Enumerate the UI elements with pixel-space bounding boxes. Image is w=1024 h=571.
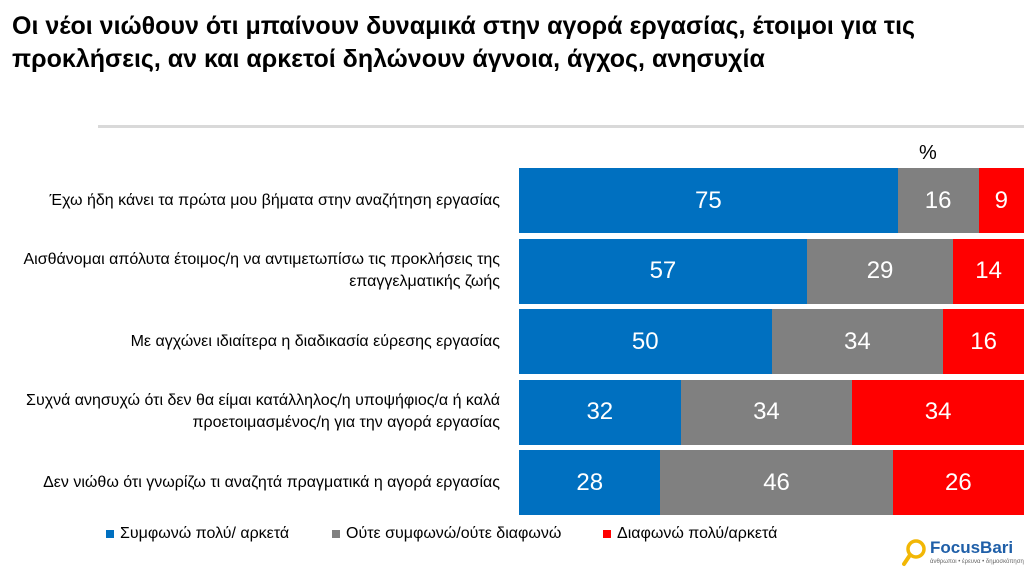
data-label-disagree: 16 [970, 327, 997, 355]
data-label-neutral: 16 [924, 186, 952, 214]
bar-segment-agree [519, 379, 681, 445]
data-label-agree: 50 [631, 327, 659, 355]
legend-label-disagree: Διαφωνώ πολύ/αρκετά [617, 525, 778, 542]
category-label: Έχω ήδη κάνει τα πρώτα μου βήματα στην α… [49, 191, 500, 209]
title-divider [98, 125, 1024, 128]
data-label-agree: 57 [649, 257, 677, 284]
legend-item-disagree: Διαφωνώ πολύ/αρκετά [603, 519, 777, 549]
data-label-agree: 28 [576, 468, 604, 496]
data-label-neutral: 29 [866, 257, 894, 284]
legend-swatch-agree [106, 530, 114, 538]
bar-segment-neutral [771, 309, 944, 374]
unit-label: % [919, 142, 937, 164]
data-label-neutral: 34 [753, 398, 780, 425]
chart-title: Οι νέοι νιώθουν ότι μπαίνουν δυναμικά στ… [12, 12, 916, 73]
bar-segment-agree [519, 450, 661, 515]
data-label-disagree: 9 [994, 186, 1008, 214]
bar-segment-neutral [806, 238, 954, 304]
logo-name: FocusBari [930, 538, 1014, 557]
legend-item-agree: Συμφωνώ πολύ/ αρκετά [106, 519, 289, 549]
bar-segment-disagree [892, 450, 1024, 515]
legend: Συμφωνώ πολύ/ αρκετά Ούτε συμφωνώ/ούτε δ… [0, 519, 1024, 549]
bar-segment-agree [519, 309, 772, 374]
data-label-disagree: 34 [924, 398, 952, 425]
bar-segment-disagree [852, 379, 1024, 445]
bar-segment-disagree [978, 168, 1024, 233]
legend-label-agree: Συμφωνώ πολύ/ αρκετά [120, 525, 290, 542]
category-label: Συχνά ανησυχώ ότι δεν θα είμαι κατάλληλο… [26, 392, 500, 431]
data-label-disagree: 26 [944, 468, 972, 496]
data-label-agree: 75 [695, 186, 722, 214]
data-label-neutral: 34 [843, 327, 871, 355]
legend-label-neutral: Ούτε συμφωνώ/ούτε διαφωνώ [346, 525, 562, 542]
category-label: Αισθάνομαι απόλυτα έτοιμος/η να αντιμετω… [23, 251, 500, 290]
magnifier-icon [902, 539, 926, 566]
bar-segment-agree [519, 238, 807, 304]
logo-tagline: άνθρωποι • έρευνα • δημοσκόπηση [930, 559, 1024, 565]
focusbari-logo: FocusBari άνθρωποι • έρευνα • δημοσκόπησ… [902, 536, 1024, 570]
bar-segment-disagree [943, 309, 1024, 374]
legend-swatch-disagree [603, 530, 611, 538]
data-label-neutral: 46 [763, 468, 790, 496]
category-label: Δεν νιώθω ότι γνωρίζω τι αναζητά πραγματ… [43, 473, 500, 491]
data-label-agree: 32 [586, 398, 614, 425]
bar-segment-neutral [660, 450, 893, 515]
category-label: Με αγχώνει ιδιαίτερα η διαδικασία εύρεση… [130, 332, 500, 350]
bar-segment-disagree [953, 238, 1024, 304]
legend-item-neutral: Ούτε συμφωνώ/ούτε διαφωνώ [332, 519, 561, 549]
bar-segment-neutral [897, 168, 979, 233]
bar-segment-neutral [680, 379, 853, 445]
bar-segment-agree [519, 168, 898, 233]
legend-swatch-neutral [332, 530, 340, 538]
data-label-disagree: 14 [975, 257, 1002, 284]
